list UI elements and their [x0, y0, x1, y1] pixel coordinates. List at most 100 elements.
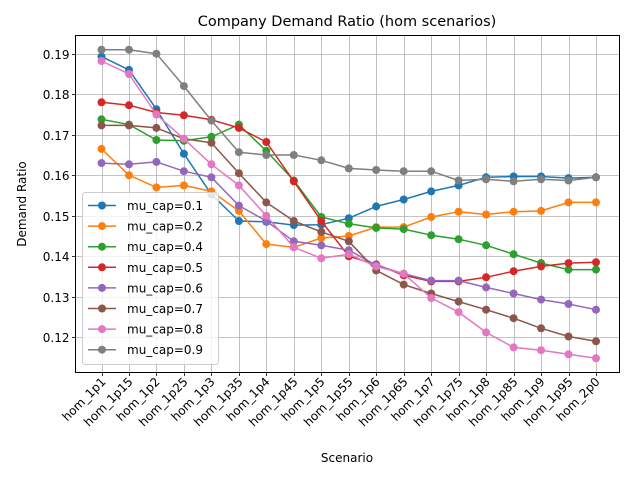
data-point	[344, 219, 353, 228]
data-point	[399, 269, 408, 278]
y-tick-label: 0.12	[43, 331, 70, 345]
legend-marker	[98, 242, 106, 251]
data-point	[592, 305, 600, 314]
legend-marker	[98, 222, 106, 231]
data-point	[152, 123, 161, 132]
data-point	[482, 283, 491, 292]
y-tick-label: 0.13	[43, 291, 70, 305]
data-point	[482, 210, 491, 219]
legend-item: mu_cap=0.7	[88, 302, 203, 316]
data-point	[289, 217, 298, 225]
series-line	[101, 48, 597, 183]
data-point	[344, 164, 353, 173]
data-point	[152, 110, 161, 119]
data-point	[509, 207, 518, 216]
data-point	[564, 176, 573, 185]
data-point	[125, 45, 133, 54]
data-point	[564, 198, 573, 207]
data-point	[592, 198, 600, 207]
data-point	[537, 262, 546, 271]
data-point	[289, 243, 298, 252]
data-point	[179, 149, 188, 158]
legend-marker	[98, 201, 106, 210]
data-point	[509, 289, 518, 298]
data-point	[344, 250, 353, 259]
data-point	[372, 202, 381, 211]
data-point	[234, 217, 243, 225]
data-point	[399, 225, 408, 234]
series-lines	[97, 45, 600, 363]
data-point	[509, 267, 518, 276]
data-point	[592, 337, 600, 346]
data-point	[179, 111, 188, 120]
data-point	[427, 276, 436, 285]
data-point	[537, 295, 546, 304]
data-point	[152, 183, 161, 192]
data-point	[207, 173, 216, 182]
legend-label: mu_cap=0.8	[127, 323, 203, 337]
data-point	[179, 167, 188, 176]
data-point	[537, 175, 546, 184]
legend-item: mu_cap=0.6	[88, 281, 203, 295]
legend-item: mu_cap=0.9	[88, 343, 203, 357]
legend-box	[82, 192, 219, 365]
legend-item: mu_cap=0.8	[88, 323, 203, 337]
data-point	[509, 177, 518, 186]
data-point	[262, 211, 271, 220]
data-point	[564, 300, 573, 308]
data-point	[454, 207, 463, 216]
data-point	[564, 265, 573, 274]
data-point	[482, 175, 491, 184]
data-point	[427, 167, 436, 176]
data-point	[537, 346, 546, 355]
data-point	[125, 70, 133, 78]
legend-label: mu_cap=0.6	[127, 281, 203, 295]
y-tick-label: 0.16	[43, 169, 70, 183]
data-point	[509, 343, 518, 352]
data-point	[97, 159, 106, 168]
legend-marker	[98, 263, 106, 272]
data-point	[482, 241, 491, 250]
data-point	[262, 198, 271, 207]
data-point	[317, 254, 326, 263]
data-point	[317, 217, 326, 225]
data-point	[234, 148, 243, 157]
y-axis: 0.12 0.13 0.14 0.15 0.16 0.17 0.18 0.19	[43, 48, 76, 345]
legend-label: mu_cap=0.2	[127, 220, 203, 234]
data-point	[592, 173, 600, 182]
data-point	[207, 160, 216, 169]
y-axis-label: Demand Ratio	[15, 161, 29, 247]
data-point	[564, 259, 573, 268]
legend-item: mu_cap=0.5	[88, 261, 203, 275]
legend-item: mu_cap=0.1	[88, 199, 203, 213]
data-point	[289, 177, 298, 186]
y-tick-label: 0.17	[43, 129, 70, 143]
data-point	[482, 328, 491, 337]
data-point	[372, 223, 381, 232]
data-point	[482, 273, 491, 282]
data-point	[179, 82, 188, 91]
data-point	[179, 134, 188, 143]
legend-item: mu_cap=0.4	[88, 240, 203, 254]
legend-marker	[98, 304, 106, 313]
data-point	[427, 187, 436, 196]
legend-label: mu_cap=0.7	[127, 302, 203, 316]
data-point	[592, 258, 600, 267]
x-axis-label: Scenario	[321, 451, 373, 465]
data-point	[125, 101, 133, 110]
data-point	[207, 132, 216, 141]
data-point	[97, 115, 106, 124]
data-point	[482, 305, 491, 314]
data-point	[564, 332, 573, 341]
data-point	[317, 156, 326, 165]
data-point	[372, 262, 381, 271]
data-point	[454, 235, 463, 244]
data-point	[262, 138, 271, 146]
data-point	[317, 241, 326, 250]
data-point	[454, 308, 463, 317]
data-point	[564, 350, 573, 359]
data-point	[234, 181, 243, 190]
data-point	[97, 144, 106, 153]
legend-label: mu_cap=0.4	[127, 240, 203, 254]
legend-marker	[98, 283, 106, 292]
